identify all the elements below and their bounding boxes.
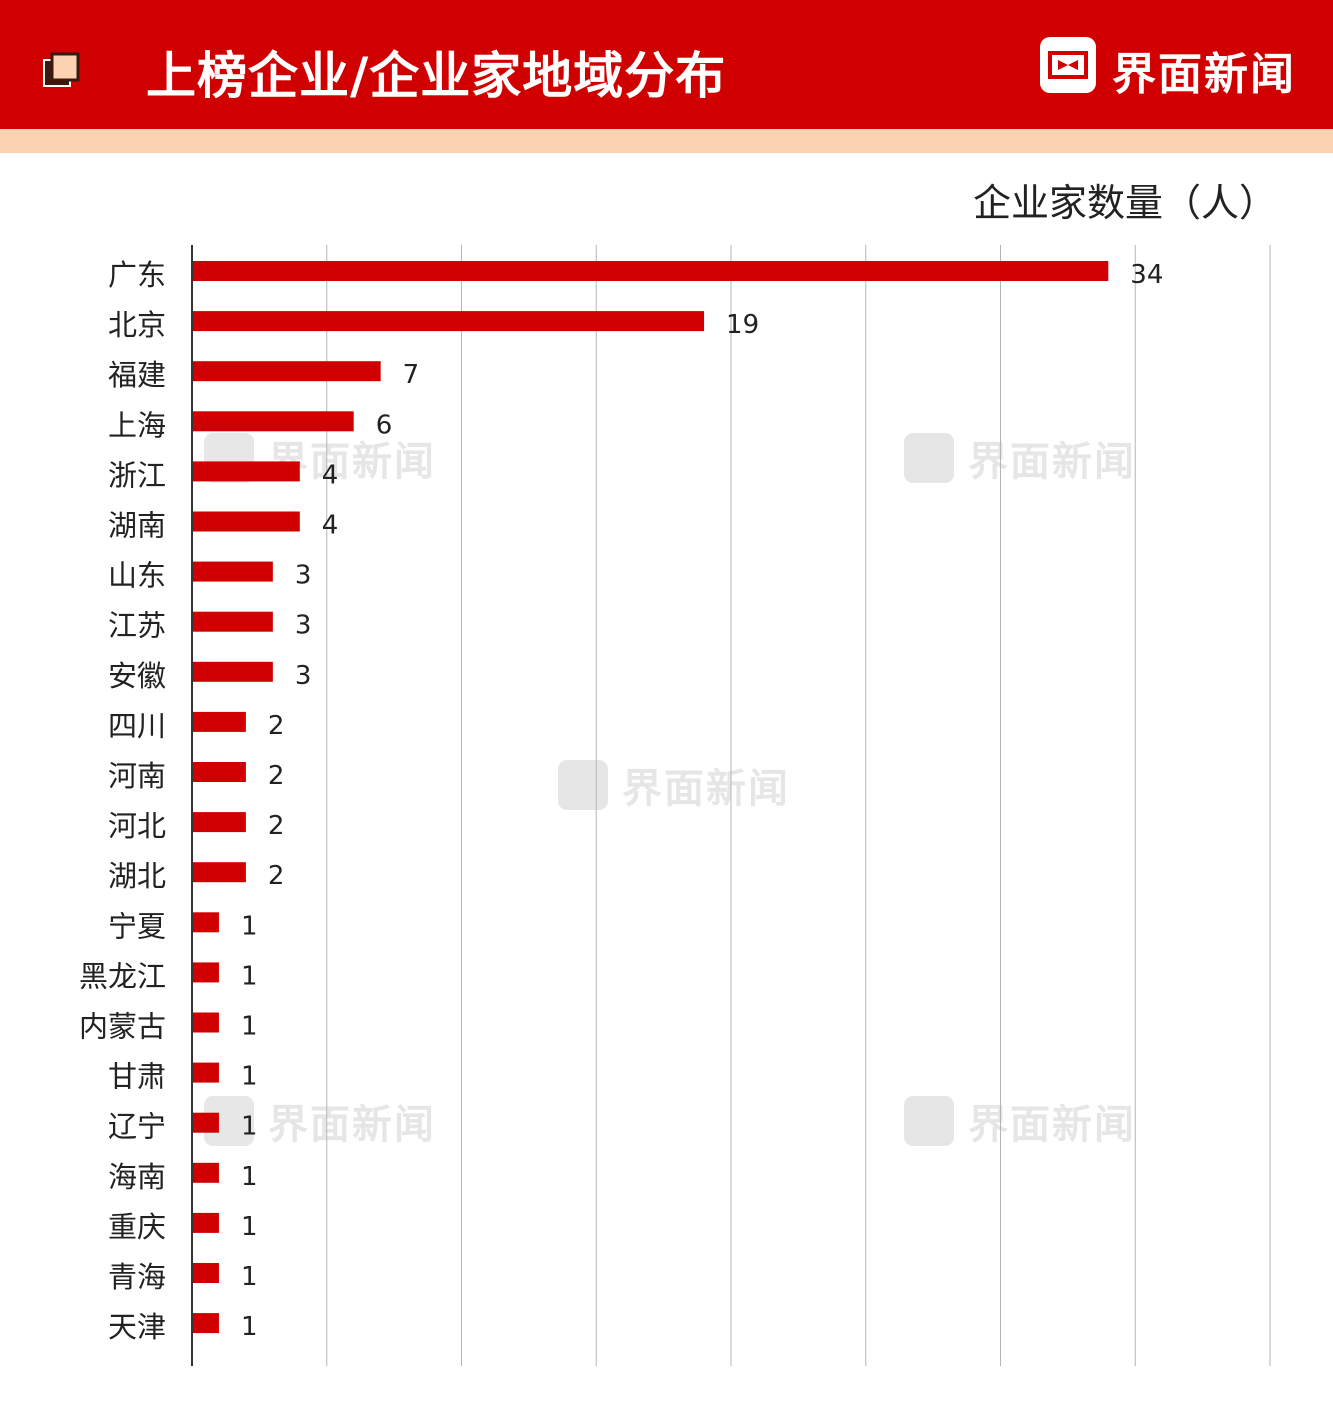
bar [192, 812, 246, 833]
data-label: 19 [726, 310, 759, 340]
data-label: 1 [241, 1262, 258, 1292]
header-banner [0, 0, 1333, 129]
brand-logo-icon [1040, 37, 1096, 93]
value-axis-label: 企业家数量（人） [972, 181, 1277, 225]
bar [192, 311, 705, 332]
category-label: 青海 [108, 1260, 166, 1294]
bar [192, 561, 273, 582]
data-label: 3 [295, 561, 312, 591]
bar [192, 1212, 219, 1233]
category-label: 湖北 [108, 859, 166, 893]
bar [192, 511, 300, 532]
data-label: 1 [241, 1112, 258, 1142]
header-stripe [0, 129, 1333, 153]
data-label: 4 [322, 460, 339, 490]
data-label: 1 [241, 1012, 258, 1042]
bar [192, 711, 246, 732]
data-label: 3 [295, 611, 312, 641]
data-label: 34 [1130, 260, 1163, 290]
data-label: 1 [241, 1212, 258, 1242]
category-label: 天津 [108, 1310, 166, 1344]
data-label: 1 [241, 1312, 258, 1342]
bar [192, 1263, 219, 1283]
bar [192, 1012, 219, 1033]
bar [192, 962, 219, 983]
data-label: 3 [295, 661, 312, 691]
category-label: 黑龙江 [79, 959, 166, 993]
category-label: 宁夏 [108, 909, 166, 943]
data-label: 1 [241, 961, 258, 991]
category-label: 海南 [108, 1160, 166, 1194]
category-label: 辽宁 [108, 1110, 166, 1144]
data-label: 1 [241, 1062, 258, 1092]
category-label: 河北 [108, 809, 166, 843]
bar [192, 1112, 219, 1133]
bar [192, 661, 273, 682]
category-label: 河南 [108, 759, 166, 793]
bar [192, 361, 381, 382]
bar [192, 762, 246, 782]
category-label: 内蒙古 [79, 1010, 166, 1044]
data-label: 1 [241, 911, 258, 941]
category-label: 江苏 [108, 609, 166, 643]
category-label: 广东 [108, 258, 166, 292]
data-label: 6 [376, 410, 393, 440]
bar [192, 1313, 219, 1334]
category-label: 上海 [108, 408, 166, 442]
bar [192, 862, 246, 883]
bar [192, 611, 273, 632]
category-label: 北京 [108, 308, 166, 342]
bar [192, 411, 354, 432]
data-label: 4 [322, 511, 339, 541]
category-label: 湖南 [108, 509, 166, 543]
data-label: 2 [268, 761, 285, 791]
data-label: 2 [268, 711, 285, 741]
category-label: 浙江 [108, 458, 166, 492]
category-label: 甘肃 [108, 1060, 166, 1094]
category-label: 山东 [108, 559, 166, 593]
data-label: 7 [403, 360, 420, 390]
data-label: 1 [241, 1162, 258, 1192]
category-label: 重庆 [108, 1210, 166, 1244]
bar [192, 261, 1109, 281]
document-stack-icon [43, 52, 80, 87]
bar [192, 461, 300, 482]
bar [192, 1162, 219, 1183]
brand-name: 界面新闻 [1112, 49, 1296, 100]
category-label: 福建 [108, 358, 166, 392]
page-title: 上榜企业/企业家地域分布 [146, 47, 727, 105]
data-label: 2 [268, 861, 285, 891]
category-label: 安徽 [108, 659, 166, 693]
bar [192, 1062, 219, 1083]
data-label: 2 [268, 811, 285, 841]
category-label: 四川 [108, 709, 166, 743]
bar [192, 912, 219, 933]
